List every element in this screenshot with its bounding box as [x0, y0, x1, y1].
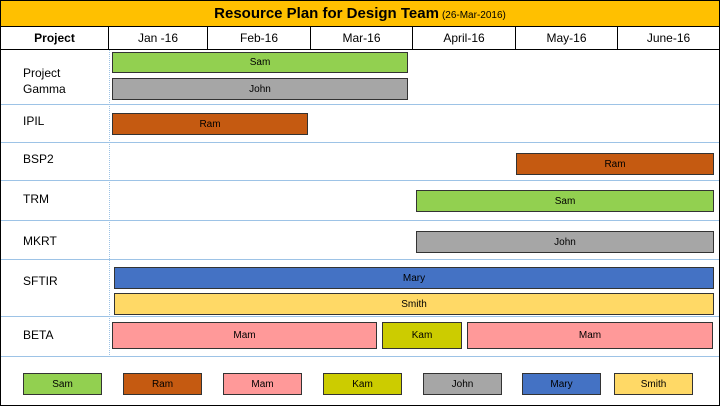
- row-line: [1, 260, 719, 317]
- project-name: MKRT: [23, 234, 57, 248]
- resource-bar: John: [416, 231, 714, 253]
- legend-item: John: [423, 373, 502, 395]
- column-header: Mar-16: [311, 27, 413, 50]
- row-line: [1, 221, 719, 260]
- column-header: June-16: [618, 27, 719, 50]
- resource-bar: Ram: [112, 113, 308, 135]
- resource-bar: Sam: [416, 190, 714, 212]
- legend-item: Mam: [223, 373, 302, 395]
- legend-item: Mary: [522, 373, 601, 395]
- column-header: Jan -16: [109, 27, 208, 50]
- legend-item: Sam: [23, 373, 102, 395]
- project-name: IPIL: [23, 114, 45, 128]
- title: Resource Plan for Design Team: [214, 5, 439, 22]
- resource-bar: Smith: [114, 293, 714, 315]
- resource-bar: Sam: [112, 52, 408, 73]
- project-name: SFTIR: [23, 274, 58, 288]
- project-name: Project Gamma: [23, 66, 66, 96]
- resource-bar: Kam: [382, 322, 462, 349]
- title-bar: Resource Plan for Design Team (26-Mar-201…: [1, 1, 719, 27]
- project-name: BSP2: [23, 152, 54, 166]
- column-header: May-16: [516, 27, 618, 50]
- project-name: BETA: [23, 328, 54, 342]
- resource-bar: Mary: [114, 267, 714, 289]
- legend-item: Kam: [323, 373, 402, 395]
- column-header: Project: [1, 27, 109, 50]
- column-header: Feb-16: [208, 27, 311, 50]
- divider: [109, 50, 110, 357]
- resource-bar: Mam: [112, 322, 377, 349]
- legend-item: Ram: [123, 373, 202, 395]
- resource-bar: Mam: [467, 322, 713, 349]
- resource-bar: John: [112, 78, 408, 100]
- row-line: [1, 105, 719, 143]
- date: (26-Mar-2016): [441, 10, 506, 21]
- row-line: [1, 317, 719, 357]
- column-header: April-16: [413, 27, 516, 50]
- resource-bar: Ram: [516, 153, 714, 175]
- row-line: [1, 181, 719, 221]
- row-line: [1, 143, 719, 181]
- legend-item: Smith: [614, 373, 693, 395]
- row-line: [1, 50, 719, 105]
- project-name: TRM: [23, 192, 49, 206]
